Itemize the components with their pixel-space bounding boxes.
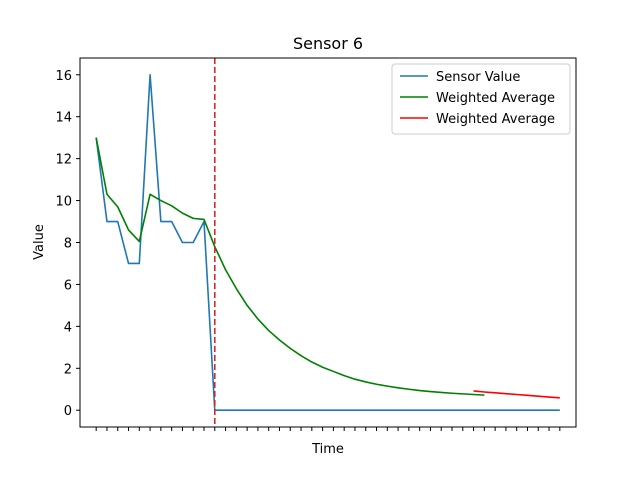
y-tick-label: 8 — [64, 237, 72, 252]
y-tick-label: 6 — [64, 278, 72, 293]
y-axis-label: Value — [32, 224, 47, 260]
y-tick-label: 10 — [55, 195, 72, 210]
y-tick-label: 4 — [64, 320, 72, 335]
chart-title: Sensor 6 — [293, 34, 363, 53]
y-tick-label: 16 — [55, 69, 72, 84]
legend-entry-label: Weighted Average — [436, 112, 555, 127]
series-line-3 — [473, 390, 560, 399]
x-axis-label: Time — [311, 442, 344, 457]
series-line-1 — [95, 73, 560, 412]
legend-entry-label: Sensor Value — [436, 70, 520, 85]
legend: Sensor Value Weighted Average Weighted Ave… — [391, 63, 571, 135]
series-line-2 — [95, 137, 485, 396]
y-tick-label: 14 — [55, 111, 72, 126]
y-tick-label: 0 — [64, 404, 72, 419]
legend-entry-label: Weighted Average — [436, 91, 555, 106]
x-axis — [95, 427, 561, 431]
plot-area — [95, 58, 560, 427]
y-axis: 0 2 4 6 8 10 12 14 16 — [55, 69, 80, 419]
y-tick-label: 2 — [64, 362, 72, 377]
legend-box — [391, 63, 571, 135]
y-tick-label: 12 — [55, 153, 72, 168]
